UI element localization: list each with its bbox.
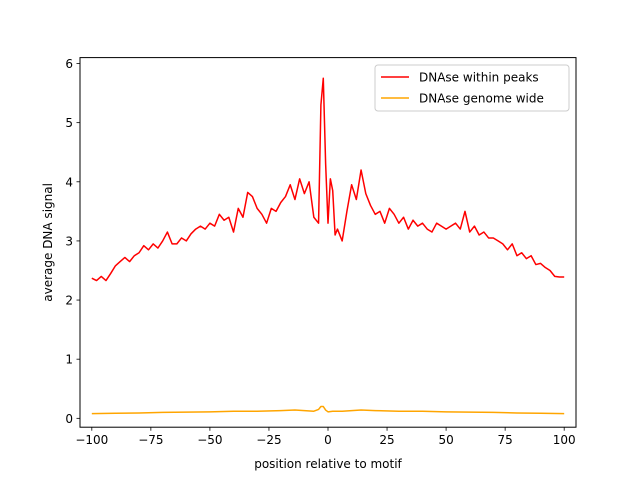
plot-series-group xyxy=(91,77,565,415)
y-tick-label: 4 xyxy=(65,175,73,189)
x-tick-label: 50 xyxy=(438,433,453,447)
y-tick-label: 1 xyxy=(65,353,73,367)
y-tick-label: 3 xyxy=(65,234,73,248)
x-tick-label: 100 xyxy=(553,433,576,447)
y-tick-label: 5 xyxy=(65,116,73,130)
y-axis-label: average DNA signal xyxy=(41,183,55,302)
legend-box xyxy=(374,64,570,112)
x-axis-label: position relative to motif xyxy=(254,457,402,471)
series-line-0 xyxy=(91,77,565,282)
x-axis: −100 −75 −50 −25 0 25 50 75 100 xyxy=(75,427,576,447)
y-tick-label: 0 xyxy=(65,412,73,426)
x-tick-label: −50 xyxy=(197,433,222,447)
legend: DNAse within peaks DNAse genome wide xyxy=(374,64,570,112)
x-tick-label: −75 xyxy=(138,433,163,447)
legend-label-0: DNAse within peaks xyxy=(419,71,539,85)
x-tick-label: 25 xyxy=(379,433,394,447)
series-line-1 xyxy=(91,405,565,415)
x-tick-label: −100 xyxy=(75,433,108,447)
x-tick-label: −25 xyxy=(256,433,281,447)
legend-label-1: DNAse genome wide xyxy=(419,92,544,106)
y-axis: 0 1 2 3 4 5 6 xyxy=(65,57,80,426)
y-tick-label: 2 xyxy=(65,294,73,308)
x-tick-label: 0 xyxy=(324,433,332,447)
y-tick-label: 6 xyxy=(65,57,73,71)
x-tick-label: 75 xyxy=(498,433,513,447)
